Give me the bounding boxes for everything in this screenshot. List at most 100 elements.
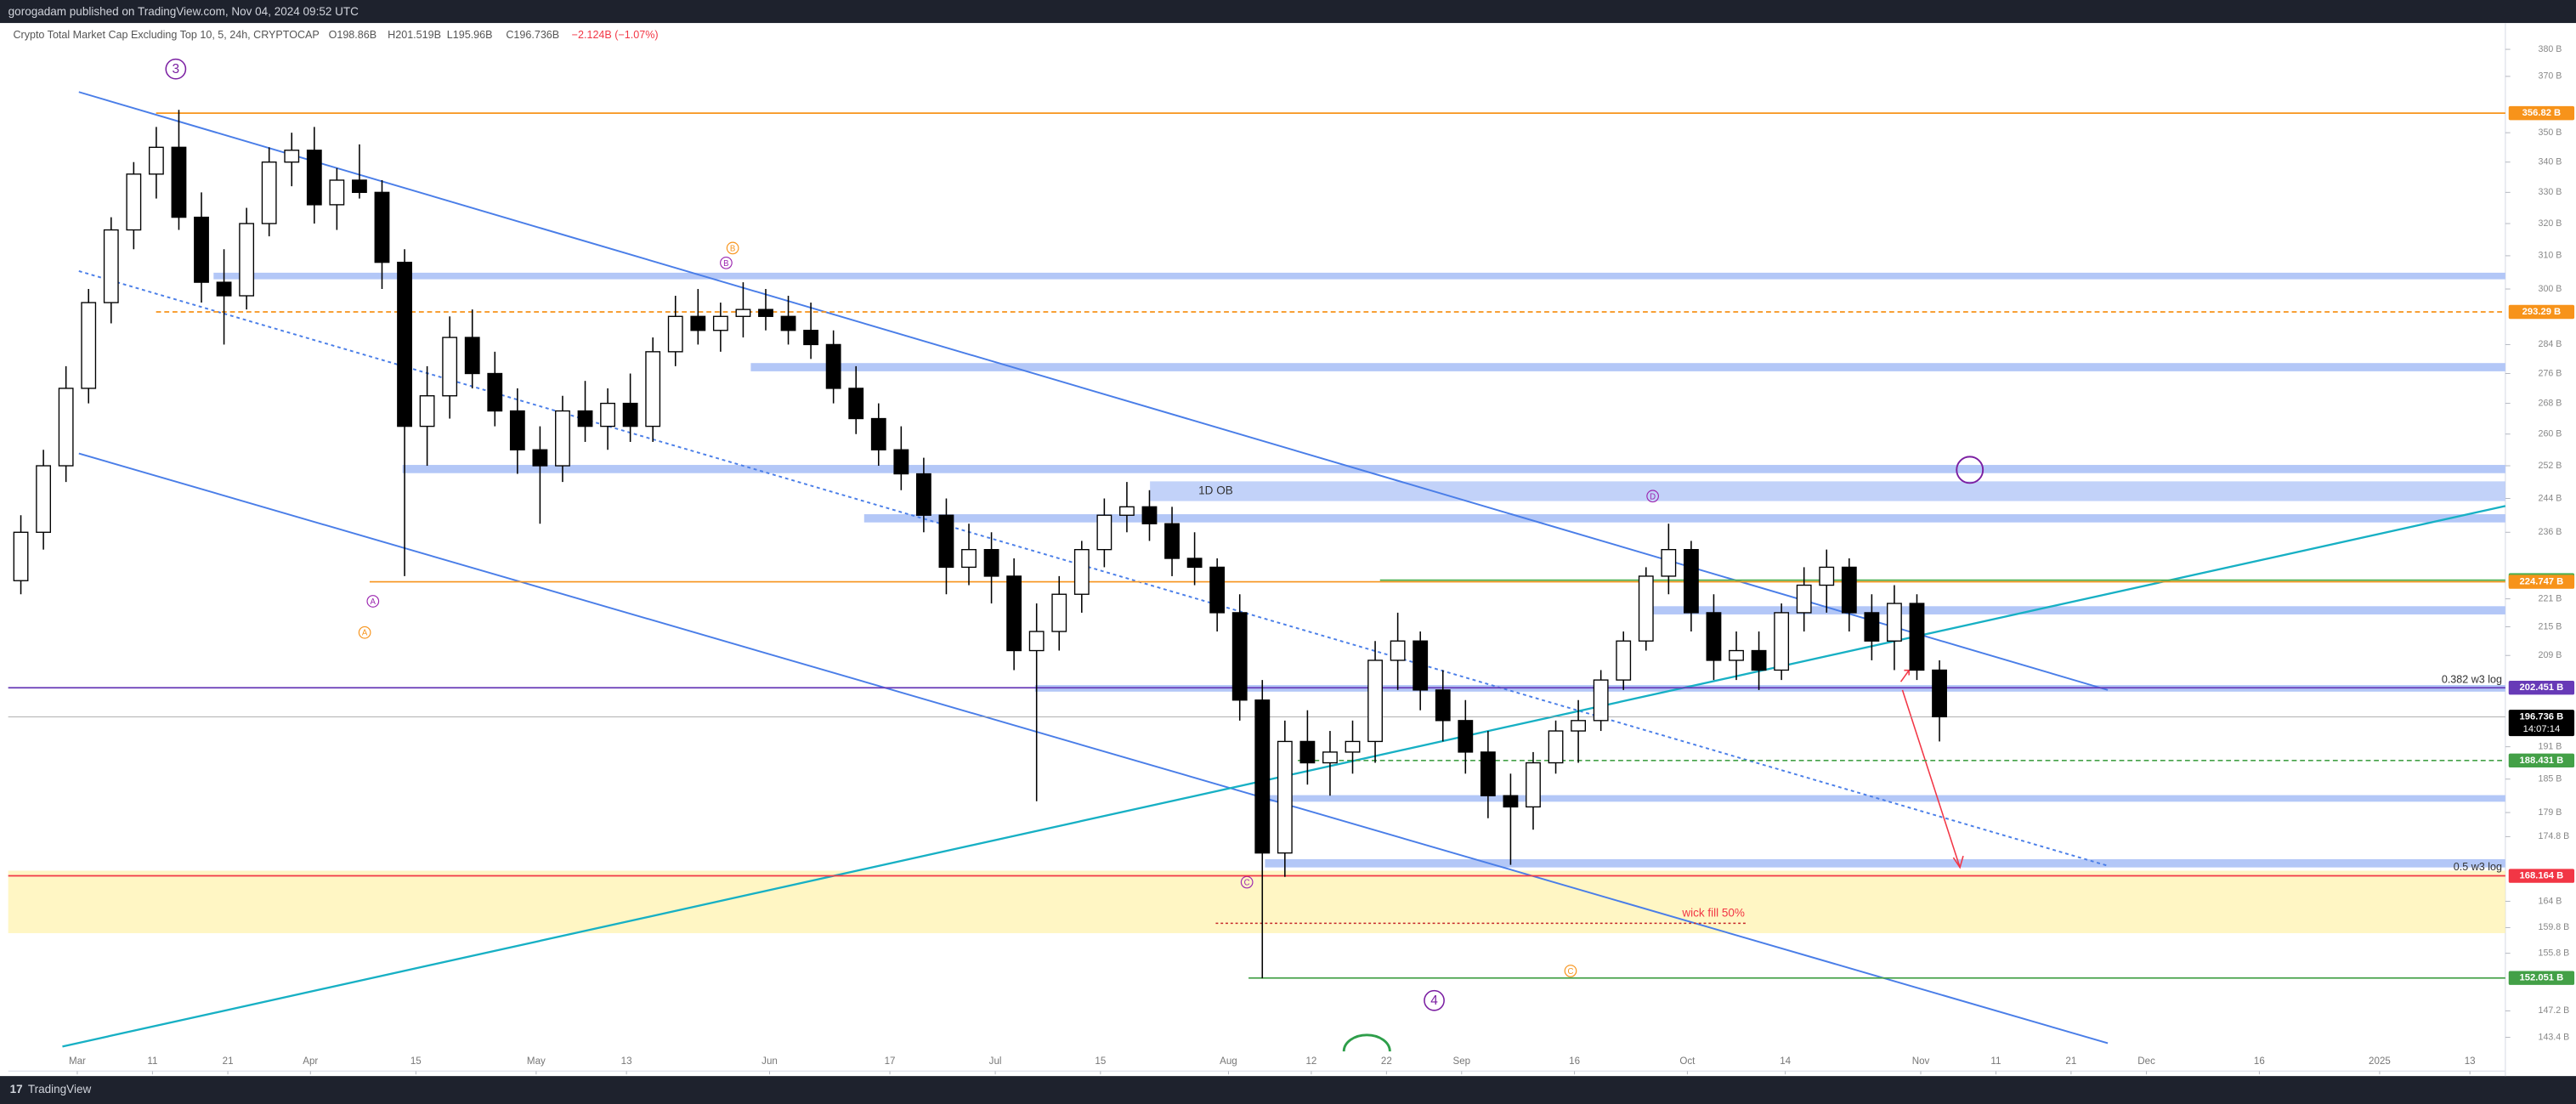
candle-body [532, 449, 548, 467]
wave-label: B [723, 259, 728, 269]
candle-body [1526, 761, 1541, 808]
candle-body [961, 548, 977, 569]
candle-body [1503, 795, 1519, 808]
price-label: 168.164 B [2520, 871, 2564, 881]
publisher: gorogadam published on TradingView.com, … [8, 5, 359, 18]
price-label-box [2508, 753, 2575, 768]
candle-body [803, 330, 819, 346]
y-tick-label: 244 B [2539, 493, 2562, 503]
x-tick-label: Aug [1220, 1056, 1237, 1067]
candle-body [239, 223, 255, 297]
wave-circle [165, 58, 187, 80]
candle-body [1367, 660, 1383, 743]
zone [1265, 858, 2505, 868]
candle-body [1231, 612, 1248, 701]
candle-body [1887, 603, 1902, 642]
candle-body [1616, 640, 1632, 681]
wave-label: C [1244, 879, 1250, 888]
y-tick-label: 191 B [2539, 741, 2562, 751]
candle-body [1841, 566, 1857, 614]
candle-body [1073, 548, 1090, 595]
wave-circle [1424, 989, 1445, 1011]
candle-body [1458, 720, 1474, 753]
candle-body [600, 402, 615, 427]
x-tick-label: Nov [1912, 1056, 1930, 1067]
zone [1150, 481, 2505, 501]
price-label-box [2508, 710, 2575, 737]
zone [213, 272, 2505, 280]
price-label-box [2508, 680, 2575, 695]
candle-body [870, 417, 886, 450]
candle-body [419, 395, 435, 427]
candle-body [126, 173, 142, 231]
candle-body [194, 216, 209, 283]
candle-body [464, 337, 480, 375]
footer-bar [0, 1076, 2576, 1104]
y-tick-label: 370 B [2539, 71, 2562, 82]
footer-logo: 17 [10, 1083, 23, 1096]
arrow-head [1952, 855, 1964, 869]
axes: 380 B 370 B 350 B 340 B 330 B 320 B 310 B 300 B… [69, 44, 2575, 1075]
fib-label: 0.5 w3 log [2454, 861, 2502, 873]
x-tick-label: Apr [303, 1056, 318, 1067]
x-tick-label: 11 [147, 1056, 157, 1067]
y-tick-label: 236 B [2539, 527, 2562, 537]
price-label: 152.051 B [2520, 973, 2564, 983]
candle-body [1729, 649, 1744, 661]
y-tick-label: 320 B [2539, 218, 2562, 229]
y-tick-label: 310 B [2539, 251, 2562, 261]
y-tick-label: 284 B [2539, 339, 2562, 349]
y-tick-label: 252 B [2539, 461, 2562, 471]
annotations: 3 B B A A 1D OB D C 4 wick fill 50% C 0.… [173, 62, 2503, 1008]
candle-body [577, 410, 593, 427]
candle-body [1254, 699, 1271, 854]
price-label: 188.431 B [2520, 756, 2564, 766]
price-label: 356.82 B [2522, 108, 2561, 118]
y-tick-label: 268 B [2539, 398, 2562, 408]
candle-body [1548, 730, 1564, 764]
arc [1342, 1033, 1391, 1052]
ohlc-value: O198.86B [329, 29, 377, 41]
candle-body [915, 473, 931, 516]
y-tick-label: 174.8 B [2539, 831, 2570, 841]
candle-body [1706, 612, 1722, 661]
candle-body [261, 161, 277, 224]
candle-body [1186, 558, 1203, 569]
price-label: 196.736 B [2520, 711, 2564, 722]
y-tick-label: 159.8 B [2539, 922, 2570, 932]
trend-line [78, 270, 2109, 867]
candle-body [1209, 566, 1226, 614]
candle-body [1796, 584, 1812, 614]
wave-circle [726, 241, 739, 255]
trend-line [78, 452, 2109, 1045]
countdown: 14:07:14 [2523, 724, 2561, 734]
candle-body [1864, 612, 1880, 642]
candle-body [442, 337, 458, 397]
candle-body [893, 449, 909, 475]
x-tick-label: 15 [410, 1056, 422, 1067]
x-tick-label: 15 [1095, 1056, 1106, 1067]
arrow [1901, 689, 1961, 868]
candle-body [81, 302, 97, 389]
x-tick-label: 22 [1381, 1056, 1392, 1067]
x-tick-label: 12 [1305, 1056, 1316, 1067]
x-tick-label: 14 [1780, 1056, 1791, 1067]
candle-body [509, 410, 525, 450]
candle-body [1593, 679, 1609, 722]
x-tick-label: 13 [2465, 1056, 2476, 1067]
zone-label: 1D OB [1198, 484, 1233, 497]
header-bar [0, 0, 2576, 24]
price-label-box [2508, 869, 2575, 883]
y-tick-label: 164 B [2539, 896, 2562, 906]
candle-body [667, 315, 683, 353]
candle-body [1571, 720, 1587, 732]
candle-body [103, 229, 119, 303]
candle-body [1390, 640, 1406, 661]
candle-body [487, 372, 503, 412]
candle-body [645, 351, 661, 427]
x-tick-label: Jul [989, 1056, 1002, 1067]
y-tick-label: 276 B [2539, 368, 2562, 378]
y-tick-label: 215 B [2539, 621, 2562, 631]
candle-body [1435, 689, 1451, 722]
